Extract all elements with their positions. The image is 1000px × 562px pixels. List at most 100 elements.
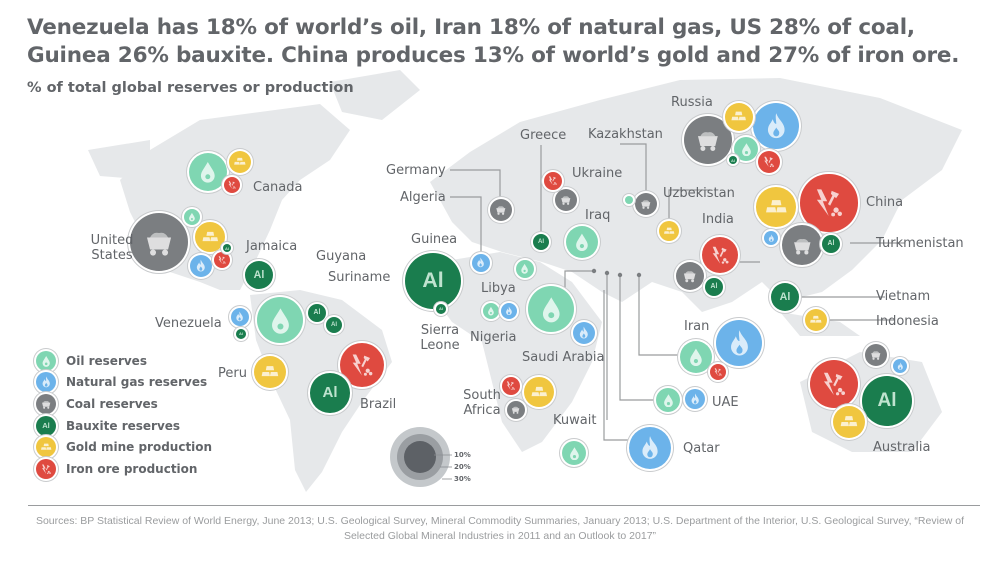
country-label: Iran <box>684 319 710 334</box>
oil-bubble <box>733 136 759 162</box>
gas-flame-icon <box>40 376 52 388</box>
coal-cart-icon <box>869 348 883 362</box>
aluminium-icon: Al <box>422 268 444 293</box>
coal-cart-icon <box>639 197 653 211</box>
oil-drop-icon <box>739 142 754 157</box>
iron-hammer-icon <box>762 155 776 169</box>
country-label: Saudi Arabia <box>522 350 605 365</box>
country-label: Qatar <box>683 441 720 456</box>
country-label: United States <box>90 233 134 263</box>
oil-bubble <box>561 440 587 466</box>
oil-bubble <box>625 196 633 204</box>
iron-hammer-icon <box>819 369 849 399</box>
country-label: Jamaica <box>246 239 298 254</box>
coal-bubble <box>865 344 887 366</box>
iron-bubble <box>758 151 780 173</box>
aluminium-icon: Al <box>313 309 321 317</box>
aluminium-icon: Al <box>731 157 735 163</box>
bauxite-bubble: Al <box>307 303 327 323</box>
oil-bubble <box>188 152 228 192</box>
sources-note: Sources: BP Statistical Review of World … <box>35 515 965 542</box>
coal-cart-icon <box>693 125 723 155</box>
country-label: Brazil <box>360 397 397 412</box>
gold-bars-icon <box>36 437 56 458</box>
gold-bars-icon <box>201 228 220 247</box>
legend-label: Gold mine production <box>66 440 213 455</box>
legend-label: Iron ore production <box>66 461 198 476</box>
iron-bubble <box>214 252 230 268</box>
oil-drop-icon <box>196 160 220 184</box>
country-label: UAE <box>712 395 739 410</box>
gold-bars-icon <box>809 313 823 327</box>
legend-label: Coal reserves <box>66 396 158 411</box>
gas-bubble <box>573 322 595 344</box>
size-legend: 10% 20% 30% <box>390 427 471 487</box>
country-label: China <box>866 195 904 210</box>
country-label: Vietnam <box>876 289 931 304</box>
country-label: Guinea <box>411 232 458 247</box>
coal-cart-icon <box>40 398 52 410</box>
oil-bubble <box>483 303 499 319</box>
iron-hammer-icon <box>348 351 376 379</box>
country-label: Australia <box>873 440 931 455</box>
oil-bubble <box>655 387 681 413</box>
country-label: Germany <box>386 163 446 178</box>
bauxite-bubble: Al <box>236 329 246 339</box>
country-label: India <box>702 212 734 227</box>
gas-bubble <box>501 303 517 319</box>
country-label: Venezuela <box>155 316 222 331</box>
gas-bubble <box>230 307 250 327</box>
gold-bubble <box>659 221 679 241</box>
gold-bubble <box>253 355 287 389</box>
gas-bubble <box>764 231 778 245</box>
country-label: Kuwait <box>553 413 597 428</box>
gas-bubble <box>471 253 491 273</box>
aluminium-icon: Al <box>537 238 545 245</box>
gas-flame-icon <box>194 259 208 273</box>
bauxite-bubble: Al <box>326 317 342 333</box>
country-label: Canada <box>253 180 303 195</box>
gas-flame-icon <box>475 257 486 268</box>
iron-bubble <box>501 376 521 396</box>
aluminium-icon: Al <box>238 331 243 337</box>
iron-hammer-icon <box>40 463 52 475</box>
gold-bars-icon <box>730 108 747 125</box>
gas-bubble <box>190 255 212 277</box>
iron-bubble <box>810 360 858 408</box>
gold-bars-icon <box>663 225 675 237</box>
gas-bubble <box>752 102 799 149</box>
oil-drop-icon <box>519 263 530 274</box>
coal-cart-icon <box>494 203 508 217</box>
location-dots <box>591 268 642 278</box>
coal-cart-icon <box>790 233 815 258</box>
legend-item-oil: Oil reserves <box>36 350 212 372</box>
legend-item-gas: Natural gas reserves <box>36 372 212 394</box>
gold-bars-icon <box>260 362 280 382</box>
country-label: Suriname <box>328 270 391 285</box>
gold-bubble <box>805 309 827 331</box>
oil-drop-icon <box>486 306 496 316</box>
bauxite-bubble: Al <box>704 277 724 297</box>
coal-bubble <box>490 199 512 221</box>
aluminium-icon: Al <box>42 421 50 431</box>
gas-flame-icon <box>637 435 663 461</box>
country-label: Guyana <box>316 249 367 264</box>
divider <box>28 505 980 506</box>
size-label-30: 30% <box>454 475 471 483</box>
gold-bars-icon <box>233 155 247 169</box>
country-label: Indonesia <box>876 314 939 329</box>
coal-bubble <box>129 212 189 272</box>
iron-bubble <box>224 177 240 193</box>
legend: Oil reserves Natural gas reserves Coal res… <box>36 350 212 480</box>
legend-item-iron: Iron ore production <box>36 458 212 480</box>
country-label: Algeria <box>400 190 446 205</box>
aluminium-icon: Al <box>330 321 338 328</box>
legend-item-coal: Coal reserves <box>36 393 212 415</box>
oil-drop-icon <box>40 355 52 367</box>
aluminium-icon: Al <box>438 306 443 312</box>
iron-hammer-icon <box>227 180 237 190</box>
gold-bubble <box>756 187 796 227</box>
coal-bubble <box>635 193 657 215</box>
country-label: Nigeria <box>470 330 517 345</box>
legend-label: Natural gas reserves <box>66 375 208 390</box>
